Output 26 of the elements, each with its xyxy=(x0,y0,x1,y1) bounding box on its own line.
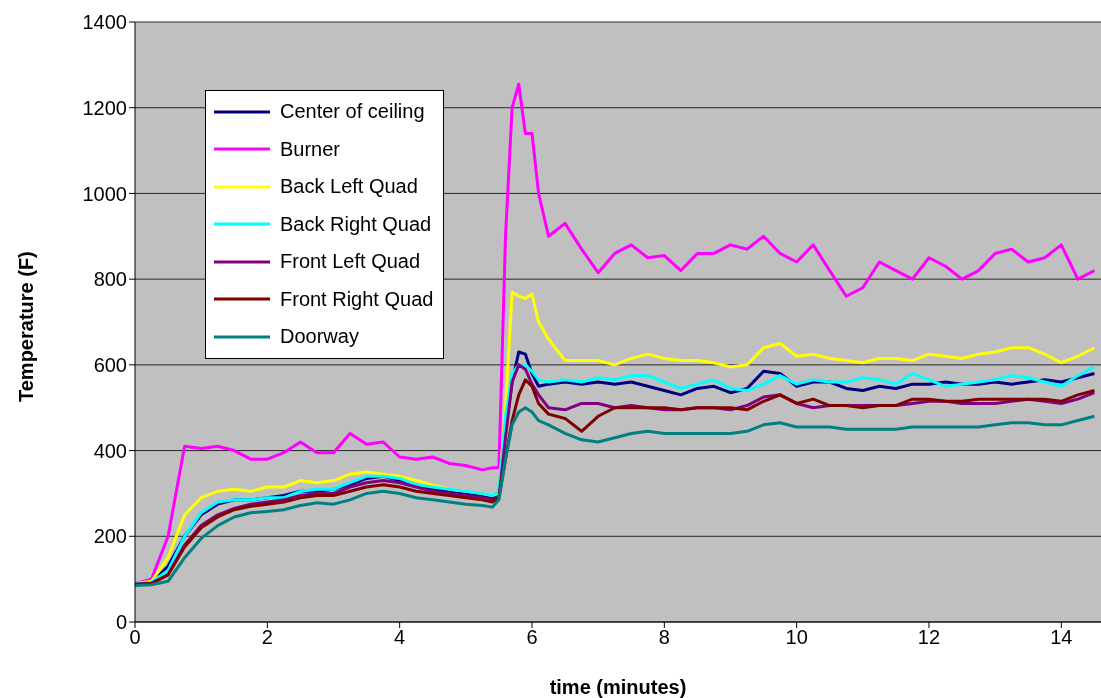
x-axis-title: time (minutes) xyxy=(549,676,687,698)
legend-label: Front Left Quad xyxy=(280,250,421,274)
legend-label: Burner xyxy=(280,137,341,161)
x-tick-label: 14 xyxy=(1050,626,1073,649)
y-tick-label: 1200 xyxy=(82,96,127,119)
x-tick-label: 8 xyxy=(658,626,670,649)
x-tick-label: 12 xyxy=(917,626,941,649)
y-tick-label: 600 xyxy=(93,353,127,376)
y-tick-label: 200 xyxy=(93,525,127,548)
y-tick-label: 800 xyxy=(93,268,127,291)
x-tick-label: 10 xyxy=(785,626,808,649)
y-axis-title: Temperature (F) xyxy=(15,251,38,402)
y-tick-label: 1400 xyxy=(82,11,127,34)
legend-label: Back Left Quad xyxy=(280,175,418,199)
legend-label: Back Right Quad xyxy=(280,212,432,236)
legend-label: Front Right Quad xyxy=(280,287,434,311)
x-tick-label: 2 xyxy=(261,626,273,649)
legend-label: Doorway xyxy=(280,325,359,349)
y-tick-label: 1000 xyxy=(82,182,127,205)
legend-label: Center of ceiling xyxy=(280,100,425,124)
x-tick-label: 6 xyxy=(526,626,538,649)
line-series xyxy=(135,82,1096,585)
y-tick-label: 400 xyxy=(93,439,127,462)
x-tick-label: 4 xyxy=(394,626,406,649)
y-tick-label: 0 xyxy=(115,611,127,634)
x-tick-label: 0 xyxy=(129,626,141,649)
